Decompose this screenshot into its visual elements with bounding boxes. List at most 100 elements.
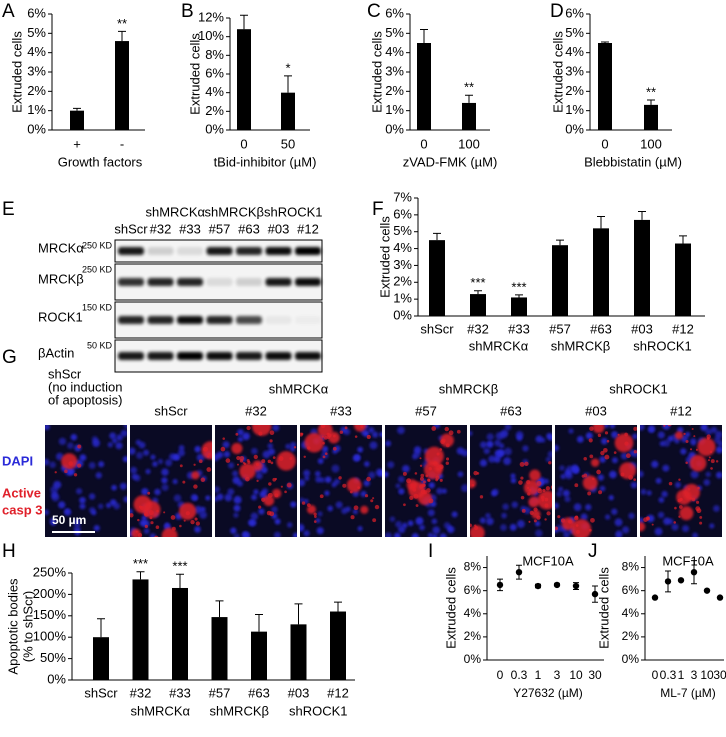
casp3-signal — [346, 477, 362, 493]
y-tick-label: 4% — [565, 44, 584, 59]
casp3-speck — [366, 434, 371, 440]
nucleus — [441, 488, 447, 494]
nucleus — [112, 438, 118, 444]
nucleus — [67, 442, 74, 449]
error-bar — [433, 232, 441, 241]
casp3-speck — [540, 495, 545, 500]
blot-band — [118, 278, 144, 286]
blot-band — [295, 316, 321, 324]
lane-label: #03 — [268, 221, 290, 236]
x-tick-label: 10 — [700, 668, 714, 682]
casp3-signal — [614, 433, 634, 453]
casp3-speck — [203, 446, 209, 452]
nucleus — [397, 426, 405, 435]
group-label: shROCK1 — [633, 338, 692, 353]
nucleus — [45, 425, 50, 431]
bar — [593, 228, 609, 316]
blot-band — [265, 278, 292, 286]
nucleus — [79, 503, 86, 510]
x-tick-label: 1 — [535, 668, 542, 682]
casp3-speck — [624, 432, 628, 437]
nucleus — [316, 527, 324, 535]
nucleus — [562, 489, 570, 497]
casp3-signal — [470, 478, 477, 489]
nucleus — [599, 456, 606, 463]
casp3-speck — [673, 521, 677, 524]
y-tick-label: 2% — [205, 103, 224, 118]
bar — [132, 579, 149, 680]
casp3-speck — [688, 425, 691, 426]
panel-letter: D — [550, 1, 564, 22]
nucleus — [242, 432, 250, 441]
casp3-signal — [640, 521, 646, 532]
x-tick-label: 0.3 — [511, 668, 528, 682]
panel-letter: G — [2, 347, 17, 368]
x-tick-label: #32 — [467, 321, 489, 336]
x-tick-label: 0 — [601, 136, 608, 151]
panel-letter: C — [367, 1, 381, 22]
nucleus — [654, 527, 663, 536]
casp3-speck — [422, 483, 426, 487]
casp3-speck — [350, 515, 355, 520]
casp3-speck — [280, 485, 283, 488]
casp3-speck — [144, 513, 147, 516]
data-point — [496, 581, 504, 589]
casp3-speck — [329, 425, 332, 426]
nucleus — [233, 533, 240, 537]
nucleus — [448, 526, 455, 533]
casp3-speck — [176, 547, 181, 552]
casp3-speck — [206, 467, 212, 472]
casp3-speck — [313, 515, 317, 519]
casp3-speck — [706, 437, 710, 440]
casp3-speck — [301, 501, 306, 505]
casp3-speck — [246, 425, 251, 431]
nucleus — [436, 487, 443, 495]
y-tick-label: 0% — [565, 121, 584, 136]
casp3-speck — [149, 516, 153, 520]
bar — [470, 294, 486, 316]
nucleus — [58, 437, 67, 446]
nucleus — [315, 517, 321, 523]
x-tick-label: #33 — [508, 321, 530, 336]
nucleus — [73, 525, 81, 533]
nucleus — [479, 517, 486, 524]
nucleus — [504, 425, 512, 431]
nucleus — [443, 522, 451, 529]
nucleus — [385, 471, 389, 478]
casp3-speck — [420, 473, 425, 478]
casp3-signal — [328, 431, 340, 444]
casp3-speck — [470, 475, 471, 479]
nucleus — [535, 521, 541, 527]
x-tick-label: 1 — [678, 668, 685, 682]
nucleus — [470, 430, 473, 436]
nucleus — [95, 472, 103, 479]
nucleus — [375, 468, 382, 477]
nucleus — [222, 441, 230, 449]
blot-band — [295, 352, 321, 360]
casp3-speck — [194, 517, 198, 521]
panel-letter: E — [2, 199, 15, 220]
casp3-speck — [708, 456, 711, 459]
nucleus — [272, 425, 280, 432]
nucleus — [216, 493, 224, 501]
nucleus — [510, 473, 516, 479]
nucleus — [556, 491, 563, 497]
casp3-speck — [154, 535, 159, 537]
nucleus — [199, 511, 207, 519]
y-tick-label: 6% — [565, 5, 584, 20]
casp3-speck — [617, 433, 620, 436]
casp3-speck — [542, 488, 546, 492]
nucleus — [119, 482, 127, 490]
channel-label: DAPI — [2, 453, 33, 468]
casp3-signal — [689, 454, 707, 472]
nucleus — [161, 477, 168, 484]
nucleus — [142, 519, 150, 528]
casp3-speck — [322, 441, 325, 445]
y-tick-label: 2% — [464, 629, 482, 643]
y-tick-label: 0% — [385, 121, 404, 136]
casp3-speck — [445, 461, 449, 465]
nucleus — [88, 461, 96, 469]
nucleus — [303, 469, 311, 477]
nucleus — [79, 454, 87, 462]
nucleus — [385, 440, 392, 447]
